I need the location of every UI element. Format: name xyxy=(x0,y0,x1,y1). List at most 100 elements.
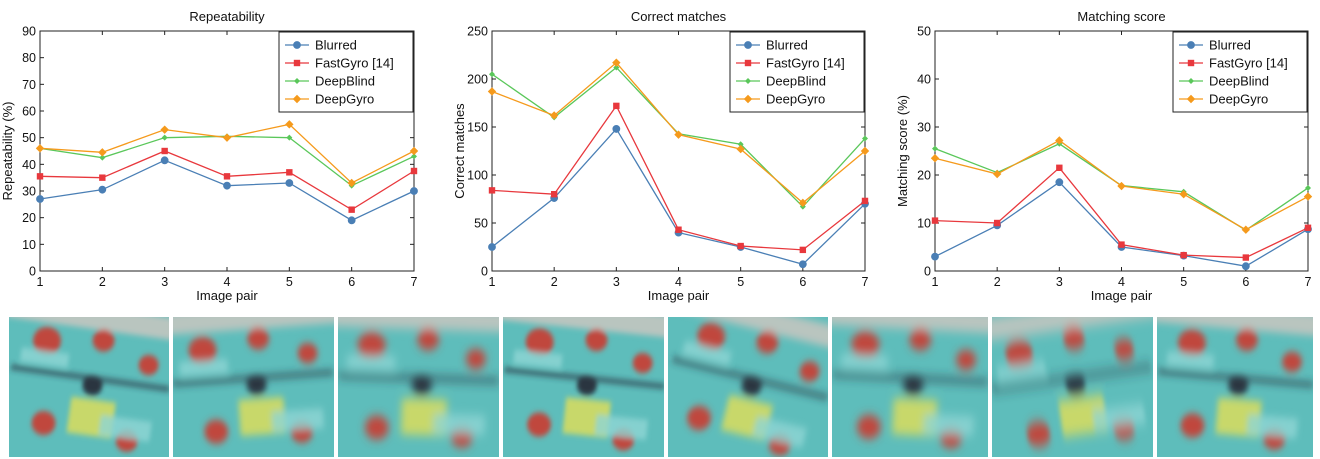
legend-marker xyxy=(744,59,752,67)
series-deepgyro xyxy=(930,136,1313,234)
data-point xyxy=(98,185,107,194)
x-axis-label: Image pair xyxy=(196,288,258,303)
data-point xyxy=(161,134,168,141)
data-point xyxy=(487,87,497,96)
y-axis-label: Repeatability (%) xyxy=(0,102,15,201)
data-point xyxy=(410,187,418,195)
data-point xyxy=(286,169,293,176)
data-point xyxy=(409,146,419,156)
x-tick-label: 7 xyxy=(1305,275,1312,289)
y-tick-label: 0 xyxy=(29,265,36,279)
data-point xyxy=(932,145,938,152)
image-thumbnail-6 xyxy=(832,317,988,457)
series-line xyxy=(491,127,866,266)
data-point xyxy=(737,141,744,148)
x-tick-label: 2 xyxy=(551,275,558,289)
data-point xyxy=(550,191,558,198)
chart-correct-matches: Correct matches 0 50 100 150 200 250 1 2 3 4 5 6 7 Ima… xyxy=(452,9,870,303)
data-point xyxy=(161,147,168,155)
y-tick-label: 60 xyxy=(22,105,36,119)
data-point xyxy=(222,133,232,142)
data-point xyxy=(612,58,621,67)
legend-label: DeepGyro xyxy=(1209,92,1268,107)
x-tick-label: 2 xyxy=(994,275,1001,289)
y-tick-label: 30 xyxy=(22,185,36,199)
series-blurred xyxy=(36,156,418,225)
image-thumbnail-1 xyxy=(9,317,169,457)
y-tick-label: 50 xyxy=(22,131,36,145)
x-tick-label: 1 xyxy=(489,275,496,289)
data-point xyxy=(36,195,44,203)
data-point xyxy=(99,174,106,181)
data-point xyxy=(1118,241,1125,248)
legend-marker xyxy=(294,78,300,84)
data-point xyxy=(675,226,682,233)
x-tick-label: 6 xyxy=(799,275,806,289)
data-point xyxy=(612,125,621,133)
legend-marker xyxy=(1188,78,1194,84)
x-tick-label: 3 xyxy=(161,275,168,289)
y-tick-label: 80 xyxy=(22,51,36,65)
series-deepgyro xyxy=(487,58,870,208)
data-point xyxy=(1241,225,1251,234)
series-deepgyro xyxy=(35,120,419,188)
y-tick-label: 150 xyxy=(467,121,488,135)
image-thumbnail-8 xyxy=(1157,317,1313,457)
data-point xyxy=(99,154,106,161)
chart-title: Matching score xyxy=(1077,9,1165,24)
y-axis-label: Matching score (%) xyxy=(895,95,910,207)
y-tick-label: 50 xyxy=(474,217,488,231)
data-point xyxy=(160,156,169,165)
legend-marker xyxy=(744,41,752,49)
image-thumbnail-3 xyxy=(338,317,499,457)
legend-label: DeepBlind xyxy=(315,74,375,89)
y-tick-label: 200 xyxy=(467,73,488,87)
legend-marker xyxy=(293,59,301,67)
data-point xyxy=(1055,178,1064,187)
data-point xyxy=(411,153,417,160)
legend-marker xyxy=(1187,59,1195,67)
data-point xyxy=(1242,254,1250,261)
x-tick-label: 6 xyxy=(348,275,355,289)
x-tick-label: 1 xyxy=(37,275,44,289)
legend-marker xyxy=(1187,41,1195,49)
image-thumbnail-7 xyxy=(992,317,1153,457)
chart-repeatability: Repeatability 0 10 20 30 40 50 60 70 80 90 1 2 3 4 5 6 7 I… xyxy=(0,9,419,303)
legend-label: FastGyro [14] xyxy=(315,56,394,71)
legend: Blurred FastGyro [14] DeepBlind DeepGyro xyxy=(278,31,414,113)
y-axis-label: Correct matches xyxy=(452,103,467,199)
data-point xyxy=(347,178,356,188)
data-point xyxy=(736,144,745,154)
data-point xyxy=(347,216,356,225)
data-point xyxy=(613,102,620,110)
legend-label: FastGyro [14] xyxy=(766,56,845,71)
y-tick-label: 20 xyxy=(917,169,931,183)
data-point xyxy=(993,219,1001,227)
legend-marker xyxy=(292,94,302,104)
x-tick-label: 5 xyxy=(1180,275,1187,289)
data-point xyxy=(488,187,496,194)
x-tick-label: 4 xyxy=(1118,275,1125,289)
y-tick-label: 70 xyxy=(22,78,36,92)
legend-label: DeepGyro xyxy=(315,92,374,107)
data-point xyxy=(1180,251,1187,259)
chart-title: Correct matches xyxy=(631,9,727,24)
data-point xyxy=(286,134,293,141)
image-thumbnail-5 xyxy=(668,317,828,457)
legend: Blurred FastGyro [14] DeepBlind DeepGyro xyxy=(1172,31,1308,113)
legend-marker xyxy=(1186,94,1196,104)
series-line xyxy=(39,159,415,222)
x-axis-label: Image pair xyxy=(648,288,710,303)
chart-matching-score: Matching score 0 10 20 30 40 50 1 2 3 4 5 6 7 Image pa… xyxy=(895,9,1313,303)
image-thumbnail-4 xyxy=(503,317,664,457)
data-point xyxy=(410,167,418,175)
data-point xyxy=(285,120,294,129)
data-point xyxy=(36,173,44,180)
y-tick-label: 40 xyxy=(22,158,36,172)
legend-marker xyxy=(293,41,301,49)
data-point xyxy=(930,154,940,163)
y-tick-label: 100 xyxy=(467,169,488,183)
data-point xyxy=(488,243,496,251)
data-point xyxy=(992,169,1002,179)
data-point xyxy=(613,64,620,71)
